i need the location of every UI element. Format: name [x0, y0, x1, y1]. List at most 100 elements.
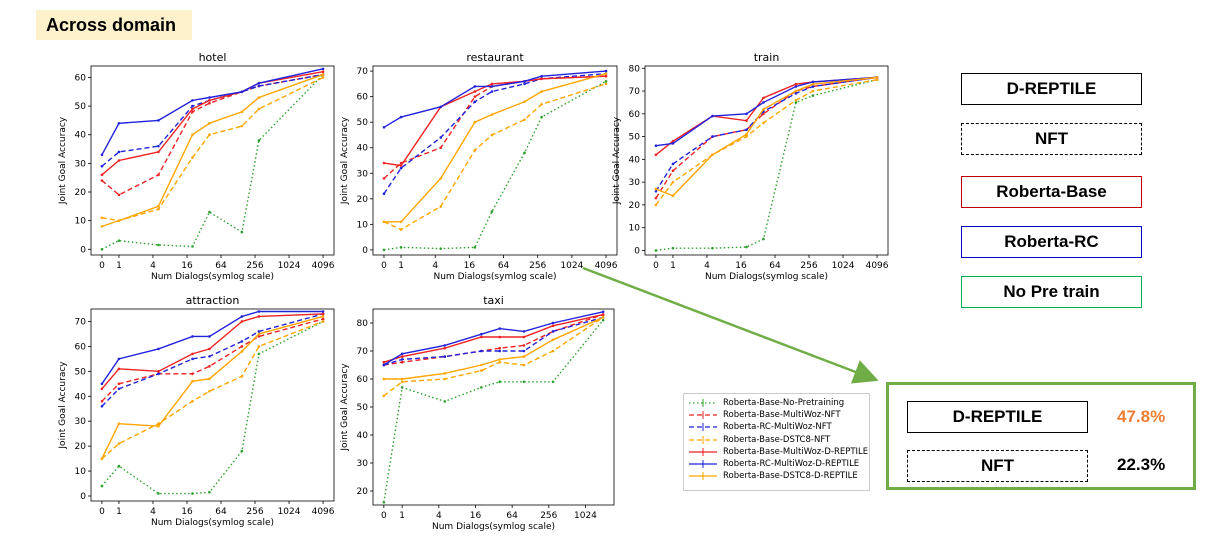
data-point	[522, 344, 526, 347]
y-tick-label: 20	[75, 188, 87, 198]
series-line	[655, 78, 878, 252]
series-legend-swatch	[689, 411, 717, 420]
x-tick-label: 0	[653, 261, 659, 271]
data-point	[208, 335, 211, 338]
series-legend-item: Roberta-RC-MultiWoz-D-REPTILE	[684, 458, 869, 470]
data-point	[191, 107, 194, 111]
legend-box-no-pre-train: No Pre train	[961, 276, 1142, 308]
series-line	[383, 83, 607, 231]
data-point	[321, 315, 325, 318]
y-tick-label: 10	[75, 467, 87, 477]
data-point	[157, 173, 160, 177]
series-legend-item: Roberta-Base-DSTC8-NFT	[684, 434, 869, 446]
data-point	[654, 153, 658, 157]
plot-area	[90, 65, 335, 256]
series-line	[101, 320, 324, 495]
chart-title: restaurant	[466, 51, 524, 64]
data-point	[157, 207, 160, 211]
data-point	[100, 216, 104, 220]
data-point	[240, 230, 244, 234]
data-point	[208, 133, 211, 137]
x-tick-label: 16	[735, 261, 747, 271]
y-tick-label: 40	[629, 155, 641, 165]
data-point	[257, 81, 261, 85]
data-point	[443, 344, 447, 347]
data-point	[498, 335, 502, 339]
x-tick-label: 1	[116, 507, 122, 517]
x-tick-label: 64	[215, 507, 227, 517]
inset-value-d-reptile: 47.8%	[1117, 407, 1166, 426]
data-point	[811, 82, 815, 86]
data-point	[522, 363, 526, 367]
series-line	[383, 316, 604, 380]
data-point	[191, 380, 194, 383]
data-point	[794, 98, 798, 102]
summary-inset: D-REPTILE 47.8% NFT 22.3%	[886, 382, 1196, 490]
data-point	[191, 133, 194, 137]
data-point	[321, 310, 325, 313]
x-tick-label: 4096	[595, 261, 618, 271]
y-tick-label: 50	[357, 403, 369, 413]
data-point	[490, 210, 494, 213]
data-point	[762, 121, 765, 125]
data-point	[191, 104, 194, 108]
y-tick-label: 30	[75, 417, 87, 427]
data-point	[240, 449, 244, 453]
series-line	[655, 78, 878, 206]
data-point	[399, 246, 403, 249]
data-point	[382, 161, 386, 165]
x-tick-label: 4	[432, 261, 438, 271]
data-point	[321, 76, 325, 79]
series-line	[383, 313, 604, 366]
data-point	[498, 380, 502, 384]
y-tick-label: 0	[80, 245, 86, 255]
y-tick-label: 50	[629, 133, 641, 143]
data-point	[811, 94, 815, 97]
data-point	[522, 349, 526, 353]
data-point	[601, 316, 605, 319]
data-point	[157, 205, 160, 208]
data-point	[551, 338, 555, 342]
x-tick-label: 256	[800, 261, 817, 271]
plot-area	[372, 65, 618, 256]
data-point	[399, 166, 403, 170]
series-legend-item: Roberta-Base-No-Pretraining	[684, 397, 869, 409]
data-point	[382, 360, 386, 364]
data-point	[523, 151, 526, 155]
series-line	[383, 313, 604, 363]
data-point	[490, 82, 494, 86]
chart-taxi: taxi 20 30 40 50 60 70 80 0 1 4 16 64 256 1024 Num Dial…	[340, 294, 615, 532]
data-point	[191, 352, 194, 356]
y-axis-label: Joint Goal Accuracy	[58, 116, 68, 205]
x-tick-label: 1024	[832, 261, 855, 271]
data-point	[100, 399, 104, 403]
data-point	[762, 237, 765, 241]
x-tick-label: 1	[670, 261, 676, 271]
series-line	[101, 318, 324, 402]
inset-label-d-reptile: D-REPTILE	[907, 401, 1088, 433]
y-tick-label: 80	[357, 319, 369, 329]
data-point	[257, 352, 261, 356]
data-point	[794, 82, 798, 86]
chart-title: train	[754, 51, 780, 64]
data-point	[117, 464, 121, 468]
data-point	[551, 349, 555, 353]
data-point	[473, 95, 477, 98]
chart-restaurant: restaurant 0 10 20 30 40 50 60 70 0 1 4 16 64 256 1024 4…	[340, 51, 618, 282]
series-line	[101, 313, 324, 390]
data-point	[117, 357, 121, 361]
data-point	[601, 310, 605, 314]
data-point	[191, 399, 194, 403]
data-point	[523, 82, 526, 86]
series-legend: Roberta-Base-No-Pretraining Roberta-Base-…	[683, 393, 870, 491]
data-point	[399, 115, 403, 119]
data-point	[117, 387, 121, 391]
data-point	[522, 355, 526, 358]
data-point	[321, 320, 325, 323]
data-point	[745, 112, 748, 116]
data-point	[498, 327, 502, 330]
data-point	[794, 92, 798, 95]
data-point	[745, 245, 748, 249]
data-point	[191, 245, 194, 248]
x-tick-label: 4	[150, 261, 156, 271]
